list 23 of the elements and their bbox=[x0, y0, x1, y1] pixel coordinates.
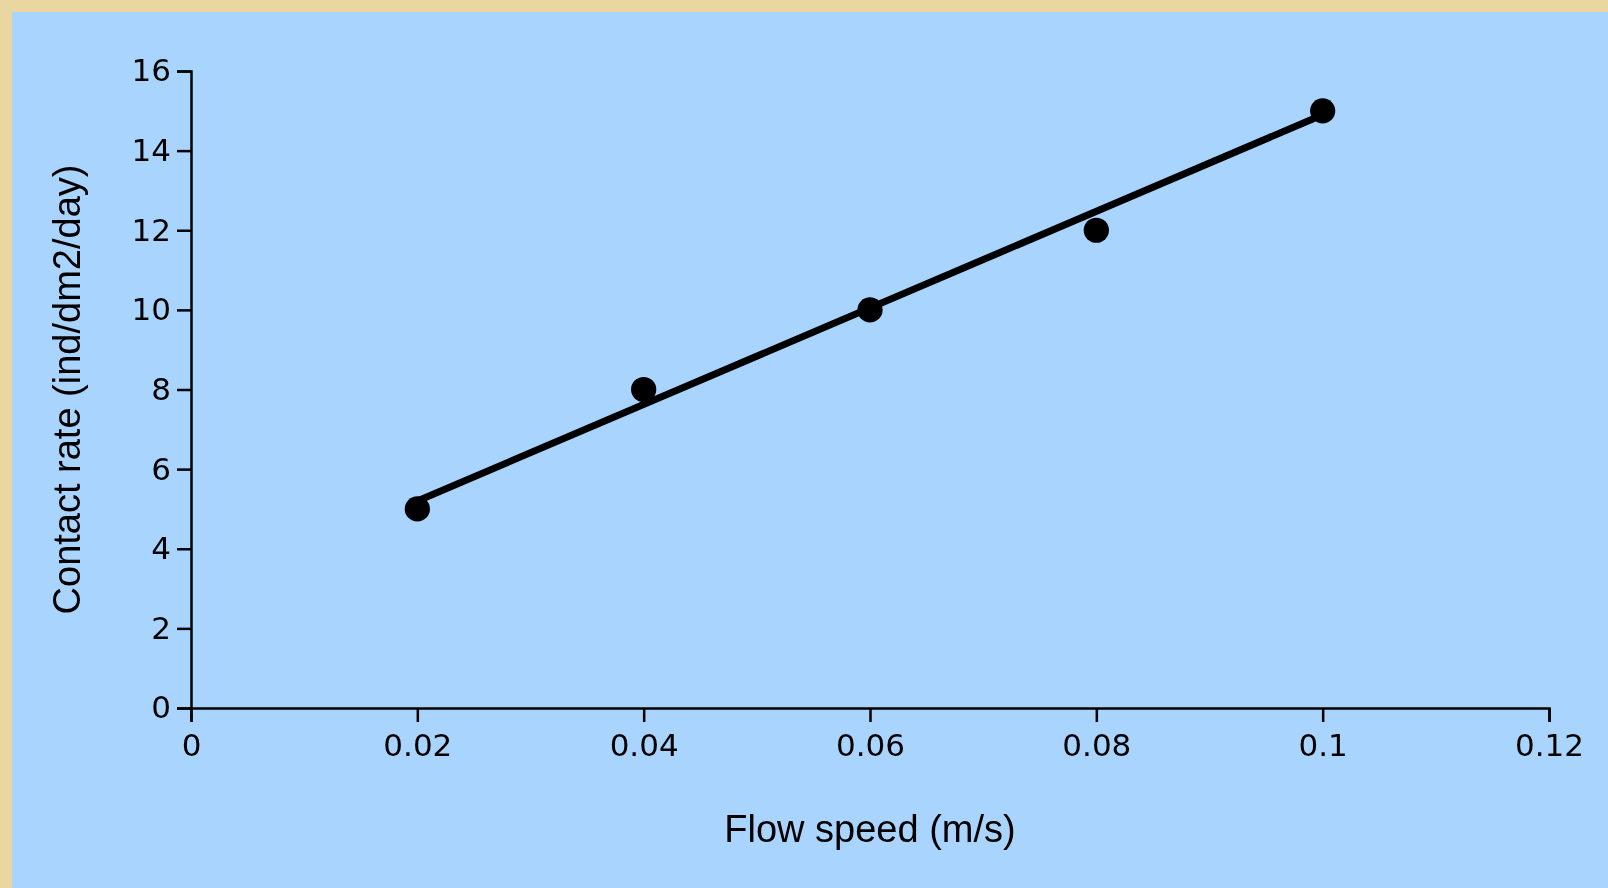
y-tick-label: 4 bbox=[151, 530, 171, 567]
y-tick-label: 6 bbox=[151, 450, 171, 487]
point bbox=[1310, 98, 1336, 124]
y-tick-label: 10 bbox=[131, 291, 171, 328]
y-tick-label: 16 bbox=[131, 52, 171, 89]
y-tick-label: 2 bbox=[151, 609, 171, 646]
x-tick-label: 0.02 bbox=[383, 727, 453, 764]
y-tick-label: 0 bbox=[151, 689, 171, 726]
point bbox=[404, 496, 430, 522]
x-tick-label: 0.04 bbox=[609, 727, 679, 764]
y-tick-label: 8 bbox=[151, 370, 171, 407]
point bbox=[857, 297, 883, 323]
x-tick-label: 0.12 bbox=[1514, 727, 1585, 764]
x-tick-label: 0.1 bbox=[1298, 727, 1348, 764]
x-tick-label: 0.08 bbox=[1062, 727, 1132, 764]
x-tick-label: 0.06 bbox=[835, 727, 906, 764]
y-tick-label: 12 bbox=[131, 211, 171, 248]
point bbox=[631, 376, 657, 403]
x-tick-label: 0 bbox=[181, 727, 202, 764]
y-axis-title: Contact rate (ind/dm2/day) bbox=[46, 164, 88, 615]
y-tick-label: 14 bbox=[131, 132, 171, 169]
x-axis-title: Flow speed (m/s) bbox=[724, 808, 1016, 850]
point bbox=[1083, 217, 1109, 243]
